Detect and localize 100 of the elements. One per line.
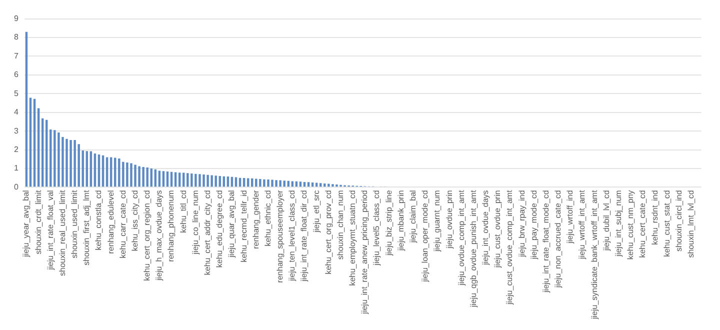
bar (54, 130, 56, 187)
y-tick-label: 4 (14, 108, 19, 117)
x-tick-label: jieju_ovdue_comp_int_amt (456, 189, 466, 286)
x-tick-label: jieju_ovdue_prin (444, 190, 454, 250)
bar (178, 172, 181, 187)
bar (214, 176, 217, 187)
bar (130, 163, 132, 187)
x-tick-label: shouxin_first_adj_lmt (82, 189, 92, 266)
x-tick-label: renhang_edulevel (106, 190, 116, 254)
x-tick-label: kehu_constla_cd (94, 190, 104, 250)
x-tick-label: jieju_cust_ovdue_prin (493, 190, 502, 269)
x-tick-label: jieju_loan_oper_mode_cd (420, 190, 430, 283)
bar (110, 157, 112, 187)
bar (37, 108, 40, 187)
x-tick-label: jieju_ten_level1_class_cd (288, 190, 297, 282)
x-tick-label: kehu_employmt_stuatn_cd (348, 190, 358, 286)
x-tick-label: renhang_gender (251, 190, 260, 249)
bar (186, 173, 189, 187)
bar (33, 98, 36, 187)
x-tick-label: jieju_dubil_lvl_cd (602, 190, 611, 252)
x-tick-label: kehu_titl_cd (178, 190, 188, 233)
bar (255, 178, 258, 187)
x-tick-label: kehu_cert_cate_cd (638, 190, 648, 258)
x-tick-label: jieju_quar_avg_bal (227, 190, 236, 258)
x-tick-label: jieju_brw_rpay_ind (517, 190, 526, 258)
bar (324, 183, 326, 187)
x-tick-label: renhang_phonenum (166, 190, 176, 262)
x-tick-label: jieju_biz_strip_line (384, 190, 394, 257)
bar (267, 180, 270, 187)
x-tick-label: kehu_carr_cate_cd (118, 190, 128, 258)
x-tick-label: kehu_iss_city_cd (130, 190, 140, 252)
y-tick-label: 7 (14, 51, 19, 60)
bar (271, 180, 274, 187)
bar (315, 182, 318, 187)
x-tick-label: jieju_level5_class_cd (372, 190, 382, 266)
x-tick-label: jieju_pay_mode_cd (529, 190, 538, 260)
bar (98, 154, 100, 187)
bar (134, 164, 136, 187)
bar (206, 174, 209, 187)
x-tick-label: kehu_recmd_tellr_id (239, 190, 248, 262)
bar (202, 174, 205, 187)
x-tick-label: jieju_non_accrued_cate_cd (554, 190, 563, 289)
x-tick-label: shouxin_crdt_limit (34, 189, 43, 254)
bar (332, 184, 334, 187)
x-tick-label: kehu_rsdnt_ind (650, 190, 660, 245)
bar (263, 179, 266, 187)
x-tick-label: jieju_int_rate_float_dir_cd (300, 190, 309, 282)
bar (246, 178, 250, 187)
x-tick-label: kehu_ethnic_cd (263, 190, 272, 246)
y-tick-label: 3 (14, 126, 19, 136)
bar (106, 157, 108, 187)
x-tick-label: jieju_cust_ovdue_comp_int_amt (505, 189, 514, 306)
x-tick-label: jieju_mbank_prin (396, 190, 406, 252)
bar (279, 180, 282, 187)
y-tick-label: 6 (14, 70, 19, 80)
x-tick-label: shouxin_lmt_lvl_cd (686, 190, 696, 258)
y-tick-label: 1 (14, 164, 19, 173)
y-tick-label: 2 (14, 144, 19, 154)
bar (210, 175, 213, 187)
bar (78, 144, 80, 187)
bar (41, 118, 44, 187)
x-tick-label: jieju_wrtoff_ind (566, 190, 575, 244)
bar (29, 98, 32, 187)
y-tick-label: 8 (14, 32, 19, 42)
bar (142, 166, 144, 187)
x-tick-label: kehu_cert_org_prov_cd (324, 190, 333, 274)
bar (283, 180, 286, 187)
x-tick-label: jieju_int_rate_float_mode_cd (541, 190, 550, 294)
bar (146, 168, 148, 187)
bar (174, 172, 177, 187)
bar (259, 178, 262, 187)
bar (138, 166, 140, 187)
x-tick-label: jieju_wrtoff_int_amt (578, 189, 587, 260)
x-tick-label: jieju_int_subj_num (614, 190, 623, 258)
x-tick-label: kehu_cert_org_region_cd (142, 190, 152, 281)
x-tick-label: jieju_h_max_ovdue_days (154, 190, 164, 282)
y-tick-label: 5 (14, 88, 19, 98)
x-tick-label: kehu_cert_addr_city_cd (202, 190, 212, 276)
bar (50, 130, 52, 187)
x-tick-label: jieju_etl_src (312, 190, 321, 234)
bar (94, 154, 96, 187)
x-tick-label: kehu_cust_nm_pny (626, 190, 636, 260)
x-tick-label: renhang_spouseemployer (276, 190, 285, 283)
x-tick-label: kehu_cust_stat_cd (662, 190, 672, 257)
bar (102, 155, 104, 187)
x-tick-label: jieju_co_line_num (190, 190, 200, 256)
bar (82, 150, 84, 187)
bar (307, 182, 310, 187)
bar (70, 140, 72, 187)
bar (328, 184, 330, 187)
x-tick-label: shouxin_used_limit (70, 189, 80, 258)
bar (122, 162, 124, 187)
bar (190, 174, 193, 187)
x-tick-label: kehu_edu_degree_cd (215, 190, 224, 268)
y-tick-label: 0 (14, 182, 19, 192)
x-tick-label: jieju_claim_bal (408, 190, 418, 244)
x-tick-label: shouxin_real_used_limit (58, 189, 67, 276)
bar (162, 171, 165, 187)
bar (198, 174, 201, 187)
x-tick-label: jieju_guarnt_num (432, 190, 442, 253)
